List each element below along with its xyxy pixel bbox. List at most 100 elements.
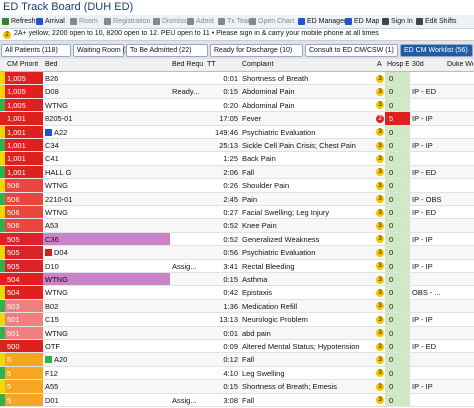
toolbar-button[interactable]: Arrival (36, 18, 65, 25)
time: 0:15 (223, 87, 238, 97)
toolbar-button[interactable]: Tx Team (218, 18, 254, 25)
tab[interactable]: All Patients (118) (1, 44, 71, 57)
status-strip (0, 380, 5, 393)
patient-row[interactable]: 500 OTF 0:09 Altered Mental Status; Hypoten… (0, 340, 474, 354)
acuity: 2 (376, 114, 384, 123)
complaint: abd pain (242, 328, 271, 338)
toolbar-button[interactable]: Room (70, 18, 98, 25)
priority: 503 (5, 299, 43, 313)
time: 3:08 (223, 395, 238, 405)
patient-row[interactable]: 1,001 A22 149:46 Psychiatric Evaluation 3 0 (0, 125, 474, 139)
patient-row[interactable]: 504 WTNG 0:15 Asthma 3 0 (0, 273, 474, 287)
toolbar-label: Admit (196, 18, 214, 25)
column-title: CM Priorit (7, 61, 39, 68)
disposition: IP - IP (412, 141, 433, 150)
patient-row[interactable]: 503 B02 1:36 Medication Refill 3 0 (0, 299, 474, 314)
patient-row[interactable]: 506 A53 0:52 Knee Pain 3 0 (0, 219, 474, 233)
acuity: 3 (376, 275, 384, 284)
status-strip (0, 273, 5, 286)
priority: 505 (5, 246, 43, 259)
priority: 5 (5, 353, 43, 366)
patient-row[interactable]: 501 C15 13:13 Neurologic Problem 3 0 IP - IP (0, 313, 474, 327)
complaint: Fall (242, 395, 255, 405)
bed-request (170, 380, 205, 392)
patient-row[interactable]: 1,001 C34 25:13 Sickle Cell Pain Crisis; Ch… (0, 139, 474, 153)
priority: 1,001 (5, 165, 43, 179)
patient-row[interactable]: 1,005 B26 0:01 Shortness of Breath 3 0 (0, 72, 474, 86)
toolbar-button[interactable]: Dismiss (153, 18, 187, 25)
toolbar-icon (345, 18, 352, 25)
hosp-elig: 0 (385, 232, 410, 246)
toolbar-button[interactable]: Admit (187, 18, 214, 25)
status-strip (0, 340, 5, 353)
toolbar-button[interactable]: ED Manager (298, 18, 346, 25)
status-strip (0, 72, 5, 85)
patient-row[interactable]: 5 A20 0:12 Fall 3 0 (0, 353, 474, 367)
status-strip (0, 259, 5, 272)
patient-row[interactable]: 505 D04 0:56 Psychiatric Evaluation 3 0 (0, 246, 474, 260)
patient-row[interactable]: 506 WTNG 0:26 Shoulder Pain 3 0 (0, 179, 474, 193)
complaint: Psychiatric Evaluation (242, 127, 316, 137)
toolbar-button[interactable]: Edit Shifts (416, 18, 457, 25)
toolbar-button[interactable]: Refresh (2, 18, 36, 25)
hosp-elig: 0 (385, 72, 410, 85)
time: 0:12 (223, 355, 238, 365)
patient-row[interactable]: 506 2210-01 2:45 Pain 3 0 IP - OBS (0, 192, 474, 206)
disposition (410, 72, 445, 84)
complaint: Fall (242, 167, 255, 177)
priority: 1,001 (5, 112, 43, 125)
priority: 506 (5, 192, 43, 205)
disposition (410, 327, 445, 339)
disposition: IP - IP (412, 234, 433, 244)
acuity: 3 (376, 74, 384, 83)
complaint: Shortness of Breath (242, 74, 309, 83)
tab[interactable]: Ready for Discharge (10) (210, 44, 303, 57)
bed: WTNG (45, 100, 68, 110)
column-title: Duke We (447, 61, 473, 68)
bed: A22 (54, 127, 68, 137)
patient-row[interactable]: 1,005 D08 Ready... 0:15 Abdominal Pain 3 0 IP -… (0, 85, 474, 99)
patient-row[interactable]: 505 D10 Assig... 3:41 Rectal Bleeding 3 0 IP - … (0, 259, 474, 273)
priority: 1,005 (5, 85, 43, 98)
patient-row[interactable]: 1,001 HALL G 2:06 Fall 3 0 IP - ED (0, 165, 474, 180)
priority: 5 (5, 366, 43, 380)
time: 4:10 (223, 368, 238, 378)
patient-row[interactable]: 501 WTNG 0:01 abd pain 3 0 (0, 326, 474, 340)
column-title: TT (207, 61, 216, 68)
hosp-elig: 0 (385, 393, 410, 406)
patient-row[interactable]: 5 F12 4:10 Leg Swelling 3 0 (0, 366, 474, 381)
toolbar-button[interactable]: ED Map (345, 18, 379, 25)
patient-row[interactable]: 5 A55 0:15 Shortness of Breath; Emesis 3 0 IP … (0, 380, 474, 394)
tab[interactable]: To Be Admitted (22) (126, 44, 208, 57)
toolbar-icon (70, 18, 77, 25)
status-strip (0, 98, 5, 112)
bed-request (170, 112, 205, 124)
bed: B02 (45, 301, 59, 311)
disposition: IP - IP (412, 261, 433, 271)
time: 0:52 (223, 234, 238, 244)
patient-row[interactable]: 1,005 WTNG 0:20 Abdominal Pain 3 0 (0, 98, 474, 113)
patient-row[interactable]: 504 WTNG 0:42 Epistaxis 3 0 OBS - ... (0, 286, 474, 300)
tab[interactable]: Waiting Room (32) (73, 44, 135, 57)
status-strip (0, 192, 5, 205)
patient-row[interactable]: 1,001 8205-01 17:05 Fever 2 5 IP - IP (0, 112, 474, 126)
acuity: 3 (376, 329, 384, 338)
window-title: ED Track Board (DUH ED) (0, 0, 474, 15)
complaint: Sickle Cell Pain Crisis; Chest Pain (242, 141, 356, 150)
complaint: Psychiatric Evaluation (242, 248, 316, 258)
acuity: 3 (376, 288, 384, 297)
patient-row[interactable]: 5 D01 Assig... 3:08 Fall 3 0 (0, 393, 474, 407)
toolbar-button[interactable]: Open Chart (249, 18, 294, 25)
priority: 501 (5, 313, 43, 326)
toolbar-button[interactable]: Registration (104, 18, 150, 25)
bed: WTNG (45, 328, 68, 338)
patient-row[interactable]: 1,001 C41 1:25 Back Pain 3 0 (0, 152, 474, 166)
bed: OTF (45, 342, 60, 351)
tab[interactable]: ED CM Worklist (56) (400, 44, 473, 57)
acuity: 3 (376, 262, 384, 271)
bed: 2210-01 (45, 194, 73, 204)
tab[interactable]: Consult to ED CM/CSW (1) (305, 44, 398, 57)
patient-row[interactable]: 505 C36 0:52 Generalized Weakness 3 0 IP - IP (0, 232, 474, 247)
toolbar-button[interactable]: Sign In (382, 18, 413, 25)
patient-row[interactable]: 506 WTNG 0:27 Facial Swelling; Leg Injury 3 0… (0, 206, 474, 220)
